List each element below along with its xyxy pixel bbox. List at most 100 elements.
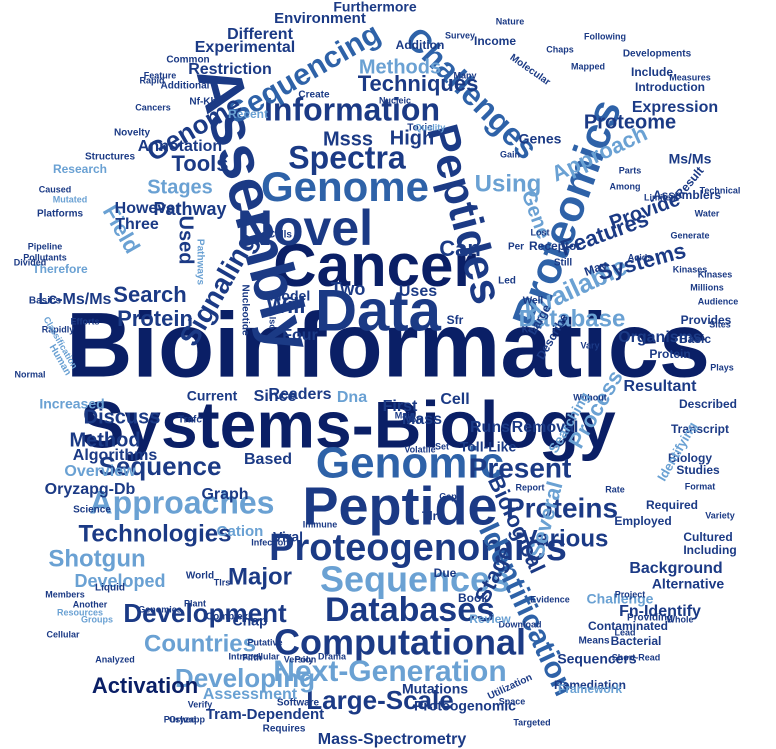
word-following: Following	[584, 31, 626, 41]
word-proteins: Proteins	[506, 492, 618, 523]
word-msss: Msss	[323, 128, 373, 150]
word-kinases: Kinases	[698, 269, 733, 279]
word-income: Income	[474, 34, 516, 48]
word-lc-ms-ms: Lc-Ms/Ms	[39, 291, 112, 308]
word-computational: Computational	[274, 622, 526, 663]
word-proteome: Proteome	[584, 111, 676, 133]
word-algorithms: Algorithms	[73, 447, 158, 464]
word-liquid: Liquid	[95, 583, 125, 594]
word-activation: Activation	[92, 673, 198, 698]
word-can: Can	[439, 236, 481, 261]
word-removal: Removal	[512, 419, 579, 436]
word-book: Book	[458, 591, 488, 605]
word-plays: Plays	[710, 362, 734, 372]
word-restriction: Restriction	[188, 61, 272, 78]
word-data: Data	[315, 278, 441, 343]
word-quality: Quality	[415, 122, 446, 132]
word-oryzapg-db: Oryzapg-Db	[45, 481, 136, 498]
word-plant: Plant	[184, 598, 206, 608]
word-furthermore: Furthermore	[333, 0, 416, 15]
word-nucleic: Nucleic	[379, 95, 411, 105]
word-poly: Poly	[294, 654, 313, 664]
word-report: Report	[516, 482, 545, 492]
word-acids: Acids	[628, 252, 653, 262]
word-download: Download	[499, 619, 542, 629]
word-information: Information	[264, 91, 440, 127]
word-analyzed: Analyzed	[95, 654, 135, 664]
word-cells: Cells	[268, 230, 292, 241]
word-alternative: Alternative	[652, 576, 725, 592]
word-whole: Whole	[667, 614, 694, 624]
word-spectra: Spectra	[288, 139, 406, 175]
word-addition: Addition	[396, 38, 445, 52]
word-technical: Technical	[700, 185, 741, 195]
word-generate: Generate	[670, 230, 709, 240]
word-led: Led	[498, 276, 516, 287]
word-described: Described	[679, 397, 737, 411]
word-platforms: Platforms	[37, 209, 84, 220]
word-shotgun: Shotgun	[48, 545, 145, 572]
word-technologies: Technologies	[79, 520, 232, 547]
word-runs: Runs	[470, 419, 510, 436]
word-provides: Provides	[681, 313, 732, 327]
word-tools: Tools	[171, 151, 228, 176]
word-recent: Recent	[228, 107, 268, 121]
word-structures: Structures	[85, 152, 135, 163]
word-three: Three	[115, 216, 159, 233]
word-include: Include	[631, 65, 673, 79]
word-stages: Stages	[147, 176, 213, 198]
word-framework: Framework	[558, 682, 622, 696]
word-mass-spectrometry: Mass-Spectrometry	[318, 731, 467, 748]
word-viral: Viral	[273, 529, 303, 545]
word-method: Method	[69, 429, 140, 451]
word-chaps: Chaps	[546, 44, 574, 54]
word-sites: Sites	[709, 319, 731, 329]
word-major: Major	[228, 563, 292, 590]
word-common: Common	[166, 55, 209, 66]
word-annotation: Annotation	[138, 138, 222, 155]
word-pathways: Pathways	[194, 239, 205, 286]
word-cation: Cation	[217, 523, 264, 540]
word-pollutants: Pollutants	[23, 252, 67, 262]
word-complex: Complex	[206, 612, 249, 623]
word-mapped: Mapped	[571, 61, 605, 71]
word-limited: Limited	[644, 192, 676, 202]
word-experimental: Experimental	[195, 39, 295, 56]
word-groups: Groups	[81, 614, 113, 624]
word-water: Water	[695, 208, 720, 218]
word-genomic: Genomic	[316, 439, 504, 488]
word-providing: Providing	[627, 613, 673, 624]
word-overview: Overview	[64, 463, 136, 480]
word-cellular: Cellular	[46, 629, 80, 639]
word-members: Members	[45, 589, 85, 599]
word-format: Format	[685, 481, 716, 491]
word-parts: Parts	[619, 165, 642, 175]
word-graph: Graph	[201, 486, 248, 503]
word-transcript: Transcript	[671, 422, 729, 436]
word-studies: Studies	[676, 463, 720, 477]
word-tram-dependent: Tram-Dependent	[206, 706, 324, 723]
word-countries: Countries	[144, 630, 256, 657]
word-large-scale: Large-Scale	[306, 685, 453, 715]
word-putative: Putative	[247, 637, 282, 647]
word-toxic: Toxic	[407, 123, 433, 134]
word-chap: Chap	[233, 613, 268, 629]
word-cultured: Cultured	[683, 530, 732, 544]
word-will: Will	[267, 293, 306, 318]
word-genomics: Genomics	[138, 604, 182, 614]
word-efforts: Efforts	[71, 316, 100, 326]
word-first: First	[383, 398, 418, 415]
word-variety: Variety	[705, 510, 735, 520]
word-expression: Expression	[632, 99, 718, 116]
word-well: Well	[523, 296, 544, 307]
word-required: Required	[646, 498, 698, 512]
word-pipeline: Pipeline	[28, 241, 63, 251]
word-key: Key	[522, 324, 539, 334]
word-increased: Increased	[39, 396, 104, 412]
word-biology: Biology	[668, 451, 712, 465]
word-drama: Drama	[318, 651, 347, 661]
word-verify: Verify	[188, 699, 213, 709]
word-basics: Basics	[29, 296, 62, 307]
word-genes: Genes	[519, 131, 562, 147]
word-intracellular: Intracellular	[228, 651, 280, 661]
